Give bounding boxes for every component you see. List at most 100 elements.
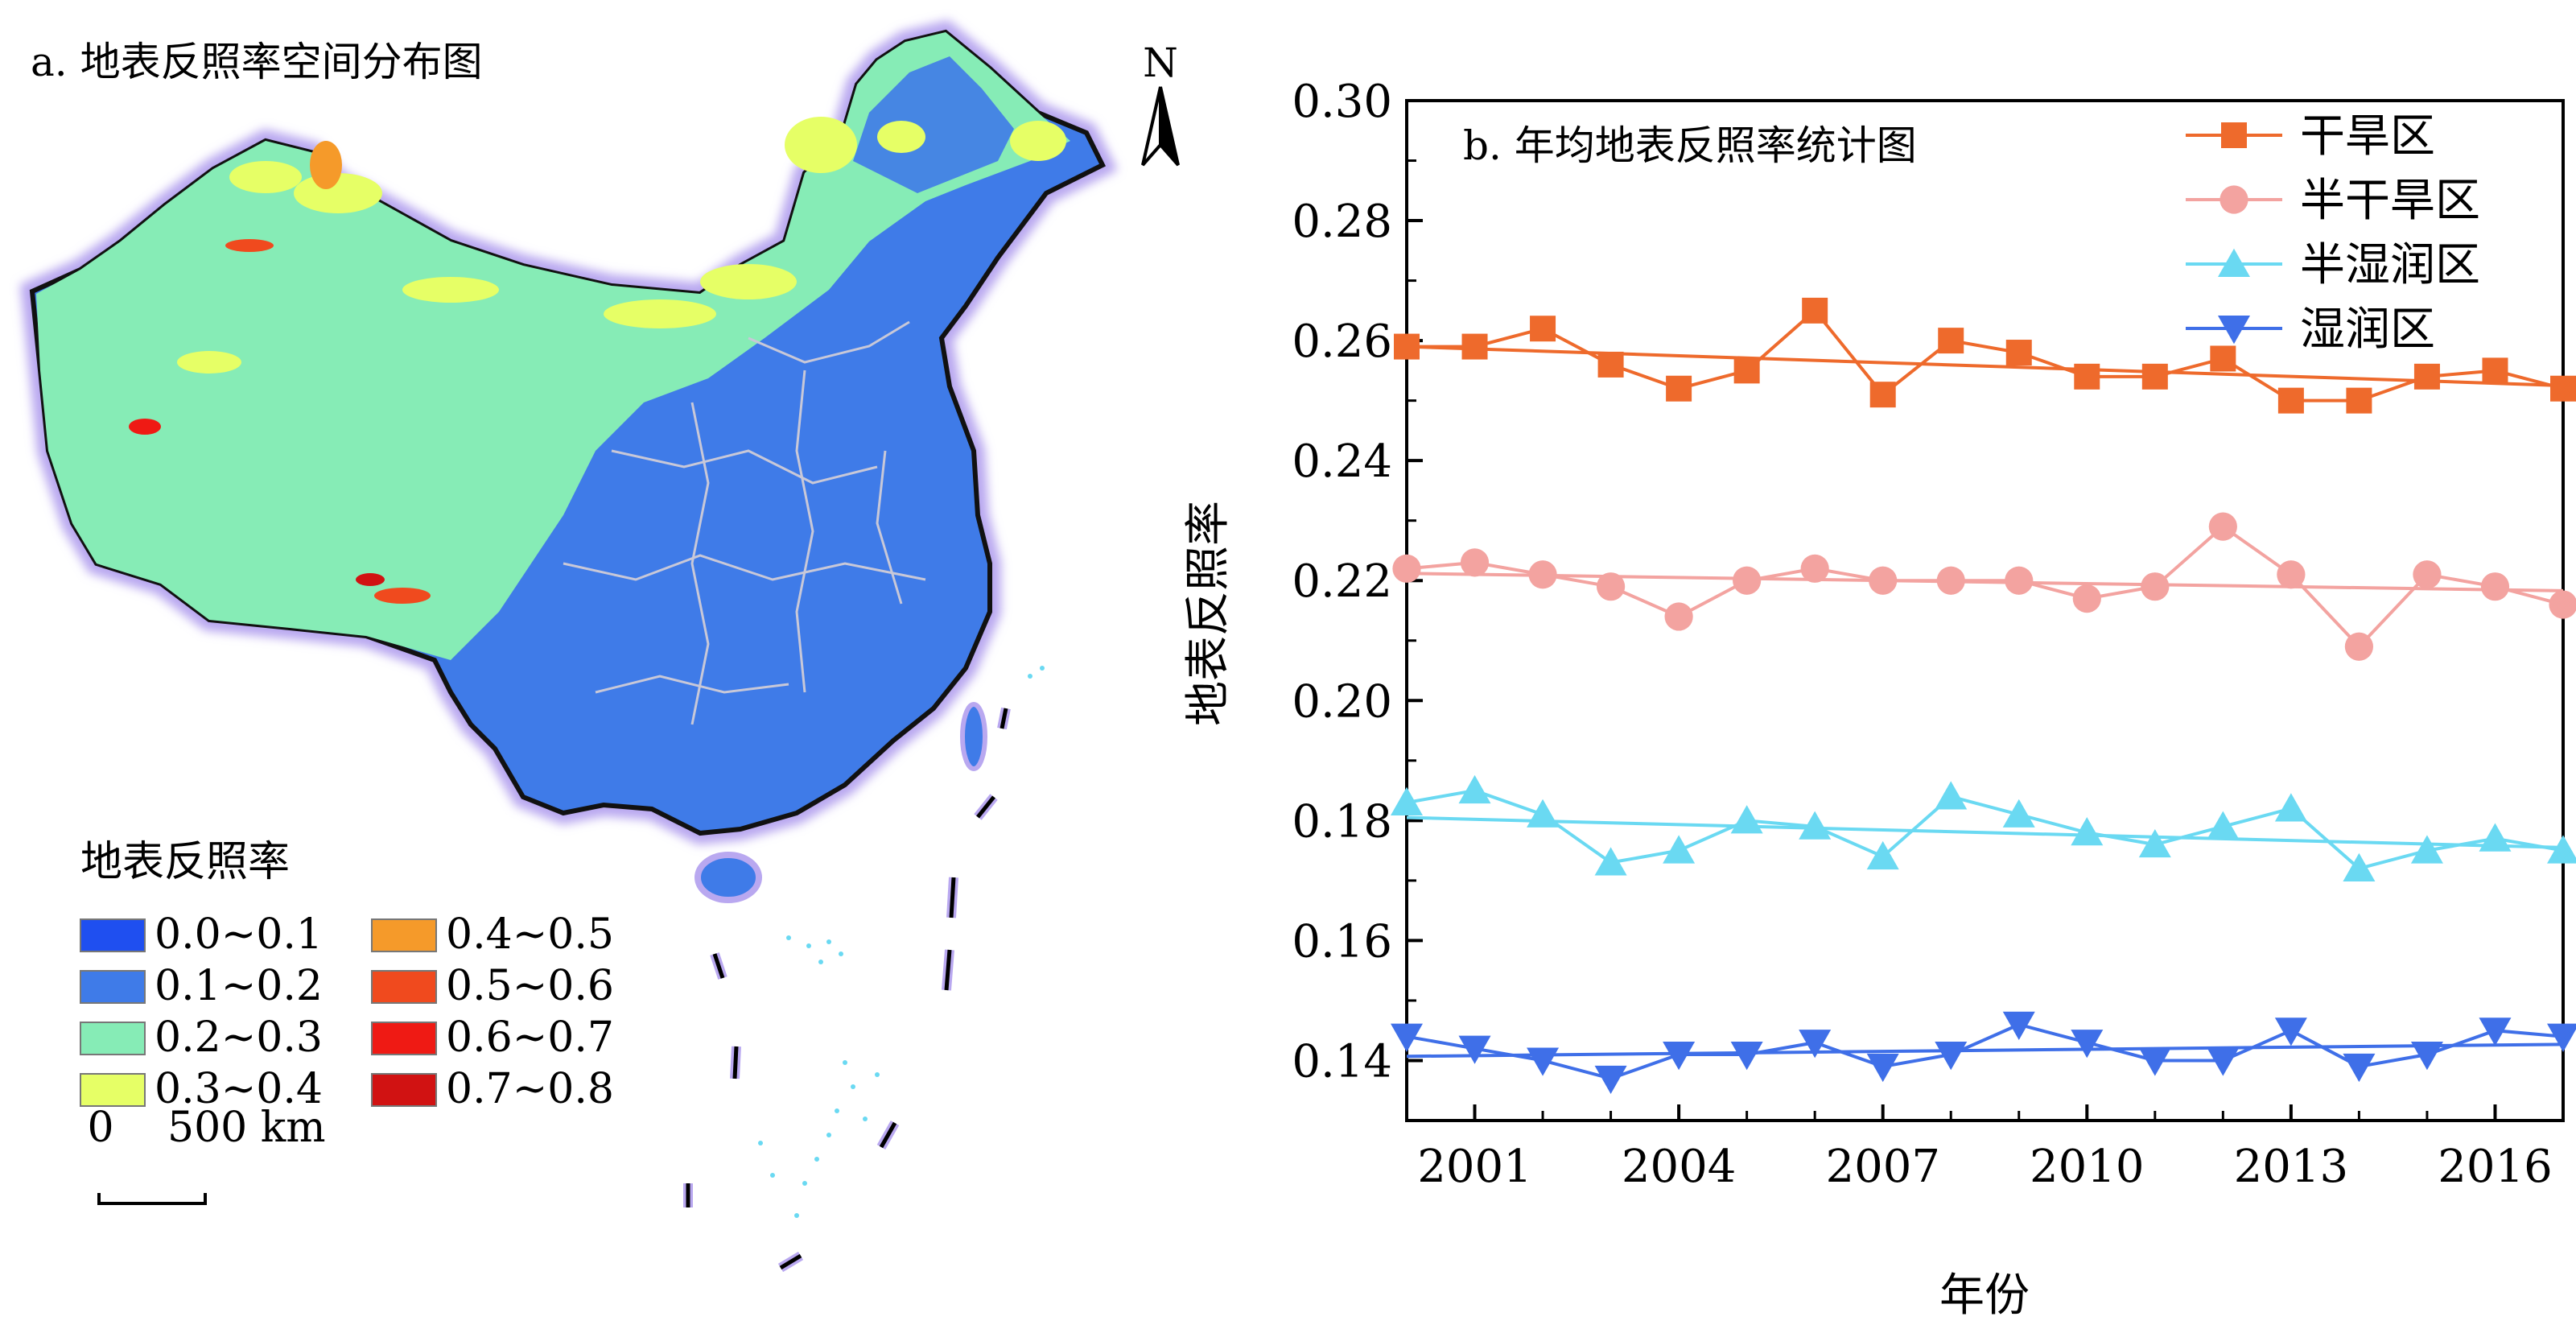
x-tick-label-2: 2007 [1825,1141,1940,1193]
point-0-2017 [2550,375,2576,402]
point-1-2000 [1392,554,1421,583]
y-axis: 0.14 0.16 0.18 0.20 0.22 0.24 0.26 0.28 0.30 [1292,76,1423,1088]
point-1-2006 [1800,554,1829,583]
legend-swatch-4 [371,918,437,952]
point-1-2012 [2208,512,2237,541]
y-tick-label-7: 0.28 [1292,196,1392,248]
point-2-2011 [2138,828,2171,858]
point-2-2004 [1663,835,1696,864]
series-line-2 [1406,789,2564,871]
legend-series-label-1: 半干旱区 [2300,175,2480,227]
point-3-2003 [1594,1065,1627,1095]
legend-label-4: 0.4~0.5 [446,910,614,959]
point-3-2001 [1458,1035,1491,1064]
y-tick-label-8: 0.30 [1292,76,1392,128]
point-1-2015 [2413,560,2442,589]
legend-swatch-0 [80,918,146,952]
trend-line-2 [1406,815,2564,849]
legend-swatch-5 [371,970,437,1004]
point-0-2012 [2210,345,2236,372]
point-2-2017 [2547,835,2576,864]
legend-label-6: 0.6~0.7 [446,1013,614,1062]
point-2-2007 [1866,840,1899,870]
point-2-2009 [2002,799,2035,828]
point-3-2002 [1527,1047,1560,1076]
legend-label-7: 0.7~0.8 [446,1065,614,1113]
series-line-3 [1406,1022,2564,1080]
y-tick-label-1: 0.16 [1292,915,1392,968]
point-0-2003 [1597,351,1624,378]
point-0-2002 [1530,316,1556,342]
legend-marker-2 [2218,248,2250,277]
x-tick-label-0: 2001 [1417,1141,1532,1193]
north-label: N [1143,39,1178,86]
point-1-2008 [1936,566,1965,595]
hainan-island [694,852,762,903]
point-3-2014 [2343,1053,2376,1083]
legend-marker-3 [2218,316,2250,345]
y-tick-label-6: 0.26 [1292,316,1392,368]
legend-label-5: 0.5~0.6 [446,962,614,1010]
point-0-2015 [2413,363,2440,390]
point-1-2014 [2344,632,2374,661]
province-boundaries [563,320,926,725]
y-tick-label-2: 0.18 [1292,795,1392,848]
point-2-2013 [2274,793,2307,822]
taiwan-island [960,702,987,771]
point-2-2012 [2207,811,2240,840]
legend-swatch-2 [80,1022,146,1055]
point-1-2010 [2072,584,2101,613]
point-0-2007 [1869,382,1896,408]
point-0-2001 [1461,333,1488,360]
point-2-2015 [2410,835,2443,864]
x-axis-label: 年份 [1939,1269,2030,1322]
point-3-2008 [1935,1042,1968,1071]
point-3-2009 [2002,1011,2035,1040]
point-3-2010 [2071,1030,2104,1059]
x-tick-label-5: 2016 [2438,1141,2553,1193]
point-2-2016 [2479,823,2512,852]
legend-series-label-3: 湿润区 [2300,303,2435,356]
south-sea-islands [758,666,1045,1218]
point-0-2004 [1666,375,1692,402]
legend-label-1: 0.1~0.2 [155,962,323,1010]
very-high-albedo-patches [129,141,431,604]
y-tick-label-4: 0.22 [1292,555,1392,608]
map-title: a. 地表反照率空间分布图 [31,39,483,85]
point-1-2004 [1664,602,1693,631]
point-3-2005 [1730,1042,1763,1071]
legend-marker-0 [2221,122,2247,148]
point-1-2013 [2277,560,2306,589]
trend-line-3 [1406,1042,2564,1059]
x-tick-label-4: 2013 [2234,1141,2349,1193]
legend-swatch-6 [371,1022,437,1055]
point-2-2014 [2343,852,2376,881]
point-1-2005 [1733,566,1762,595]
point-3-2016 [2479,1017,2512,1046]
point-1-2016 [2480,572,2510,601]
map-legend: 地表反照率 0.0~0.10.1~0.20.2~0.30.3~0.4 0.4~0.… [80,838,614,1113]
point-3-2017 [2547,1023,2576,1052]
legend-swatch-1 [80,970,146,1004]
map-legend-items: 0.0~0.10.1~0.20.2~0.30.3~0.4 0.4~0.50.5~0… [80,910,614,1113]
point-0-2011 [2141,363,2168,390]
point-1-2011 [2141,572,2170,601]
legend-label-0: 0.0~0.1 [155,910,323,959]
point-1-2007 [1869,566,1898,595]
panel-b-chart: b. 年均地表反照率统计图 地表反照率 年份 0.140.160.180.200… [1182,76,2576,1322]
point-2-2005 [1730,805,1763,834]
y-tick-label-0: 0.14 [1292,1035,1392,1088]
legend-swatch-7 [371,1073,437,1107]
legend-label-2: 0.2~0.3 [155,1013,323,1062]
point-0-2014 [2346,387,2372,414]
point-3-2007 [1866,1053,1899,1083]
point-1-2009 [2005,566,2034,595]
point-0-2016 [2482,357,2508,384]
chart-title: b. 年均地表反照率统计图 [1463,122,1917,169]
map-legend-title: 地表反照率 [80,838,290,886]
scale-zero-label: 0 [87,1104,113,1152]
north-arrow-icon: N [1141,39,1180,167]
point-2-2000 [1391,786,1423,815]
